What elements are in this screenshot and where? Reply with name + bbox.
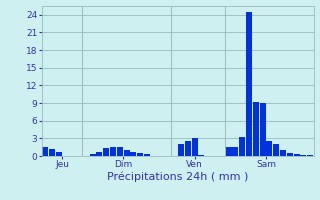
Bar — [307, 155, 313, 156]
Bar — [90, 154, 96, 156]
Bar — [130, 152, 136, 156]
Bar — [96, 152, 102, 156]
Bar — [178, 144, 184, 156]
Bar — [185, 141, 191, 156]
Bar — [273, 144, 279, 156]
Bar — [192, 138, 198, 156]
Bar — [280, 150, 286, 156]
Bar — [42, 147, 48, 156]
Bar — [226, 147, 232, 156]
Bar — [260, 103, 266, 156]
Bar — [253, 102, 259, 156]
Bar — [49, 149, 55, 156]
X-axis label: Précipitations 24h ( mm ): Précipitations 24h ( mm ) — [107, 172, 248, 182]
Bar — [110, 147, 116, 156]
Bar — [300, 155, 307, 156]
Bar — [287, 153, 293, 156]
Bar — [56, 152, 62, 156]
Bar — [293, 154, 300, 156]
Bar — [246, 12, 252, 156]
Bar — [232, 147, 238, 156]
Bar — [239, 137, 245, 156]
Bar — [124, 150, 130, 156]
Bar — [117, 147, 123, 156]
Bar — [103, 148, 109, 156]
Bar — [198, 155, 204, 156]
Bar — [266, 141, 272, 156]
Bar — [137, 153, 143, 156]
Bar — [144, 154, 150, 156]
